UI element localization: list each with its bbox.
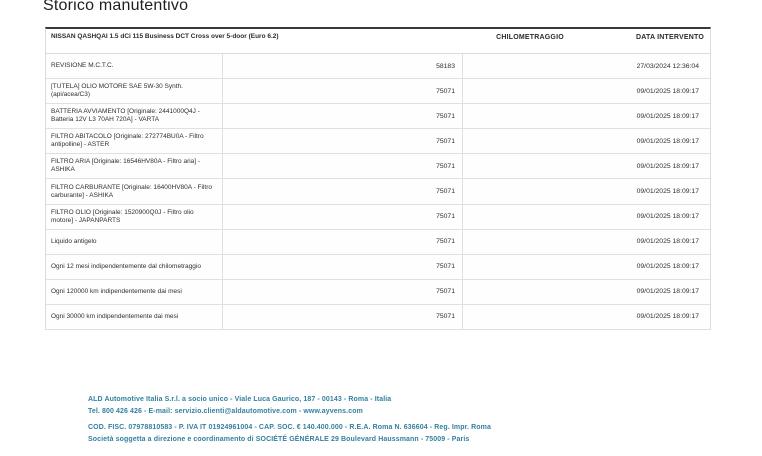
table-row: BATTERIA AVVIAMENTO [Originale: 2441000Q… [46,104,710,130]
intervention-description: FILTRO ARIA [Originale: 16546HV80A - Fil… [46,154,223,179]
intervention-description: [TUTELA] OLIO MOTORE SAE 5W-30 Synth. (a… [46,79,223,104]
intervention-date: 09/01/2025 18:09:17 [636,213,699,221]
odometer-value: 75071 [223,179,463,204]
odometer-value: 58183 [223,54,463,79]
page-title: Storico manutentivo [43,0,189,14]
intervention-description: FILTRO ABITACOLO [Originale: 272774BU0A … [46,129,223,154]
column-header-chilometraggio: CHILOMETRAGGIO [496,34,564,41]
intervention-date: 09/01/2025 18:09:17 [636,112,699,120]
intervention-description: BATTERIA AVVIAMENTO [Originale: 2441000Q… [46,104,223,129]
table-row: Ogni 12 mesi indipendentemente dal chilo… [46,254,710,280]
odometer-value: 75071 [223,279,463,304]
odometer-value: 75071 [223,204,463,229]
odometer-value: 75071 [223,304,463,330]
table-row: [TUTELA] OLIO MOTORE SAE 5W-30 Synth. (a… [46,79,710,105]
company-footer: ALD Automotive Italia S.r.l. a socio uni… [88,394,708,447]
intervention-date: 09/01/2025 18:09:17 [636,288,699,296]
column-header-data-intervento: DATA INTERVENTO [636,34,704,41]
intervention-date: 09/01/2025 18:09:17 [636,263,699,271]
intervention-description: Ogni 30000 km indipendentemente dai mesi [46,304,223,330]
table-row: FILTRO ABITACOLO [Originale: 272774BU0A … [46,129,710,155]
odometer-value: 75071 [223,104,463,129]
intervention-date: 09/01/2025 18:09:17 [636,137,699,145]
intervention-description: Ogni 120000 km indipendentemente dai mes… [46,279,223,304]
odometer-value: 75071 [223,129,463,154]
intervention-description: Liquido antigelo [46,229,223,254]
odometer-value: 75071 [223,154,463,179]
odometer-value: 75071 [223,254,463,279]
footer-line-contacts: Tel. 800 426 426 - E-mail: servizio.clie… [88,408,363,416]
intervention-date: 09/01/2025 18:09:17 [636,188,699,196]
table-header-row: NISSAN QASHQAI 1.5 dCi 115 Business DCT … [46,29,710,54]
odometer-value: 75071 [223,229,463,254]
table-row: Liquido antigelo 75071 09/01/2025 18:09:… [46,229,710,255]
footer-line-address: ALD Automotive Italia S.r.l. a socio uni… [88,396,392,403]
intervention-date: 09/01/2025 18:09:17 [636,238,699,246]
table-row: Ogni 30000 km indipendentemente dai mesi… [46,304,710,331]
intervention-description: FILTRO CARBURANTE [Originale: 16400HV80A… [46,179,223,204]
odometer-value: 75071 [223,79,463,104]
table-row: Ogni 120000 km indipendentemente dai mes… [46,279,710,305]
intervention-description: Ogni 12 mesi indipendentemente dal chilo… [46,254,223,279]
table-row: FILTRO ARIA [Originale: 16546HV80A - Fil… [46,154,710,180]
intervention-date: 09/01/2025 18:09:17 [636,87,699,95]
intervention-description: FILTRO OLIO [Originale: 1520900Q0J - Fil… [46,204,223,229]
table-row: FILTRO CARBURANTE [Originale: 16400HV80A… [46,179,710,205]
table-body: REVISIONE M.C.T.C. 58183 27/03/2024 12:3… [46,54,710,331]
table-row: REVISIONE M.C.T.C. 58183 27/03/2024 12:3… [46,54,710,80]
intervention-date: 27/03/2024 12:36:04 [636,62,699,70]
footer-line-fiscal: COD. FISC. 07978810583 - P. IVA IT 01924… [88,423,491,431]
table-row: FILTRO OLIO [Originale: 1520900Q0J - Fil… [46,204,710,230]
intervention-date: 09/01/2025 18:09:17 [636,313,699,321]
intervention-date: 09/01/2025 18:09:17 [636,162,699,170]
maintenance-history-table: NISSAN QASHQAI 1.5 dCi 115 Business DCT … [45,27,711,331]
vehicle-description: NISSAN QASHQAI 1.5 dCi 115 Business DCT … [51,33,279,40]
footer-line-parent-company: Società soggetta a direzione e coordinam… [88,436,470,444]
intervention-description: REVISIONE M.C.T.C. [46,54,223,79]
